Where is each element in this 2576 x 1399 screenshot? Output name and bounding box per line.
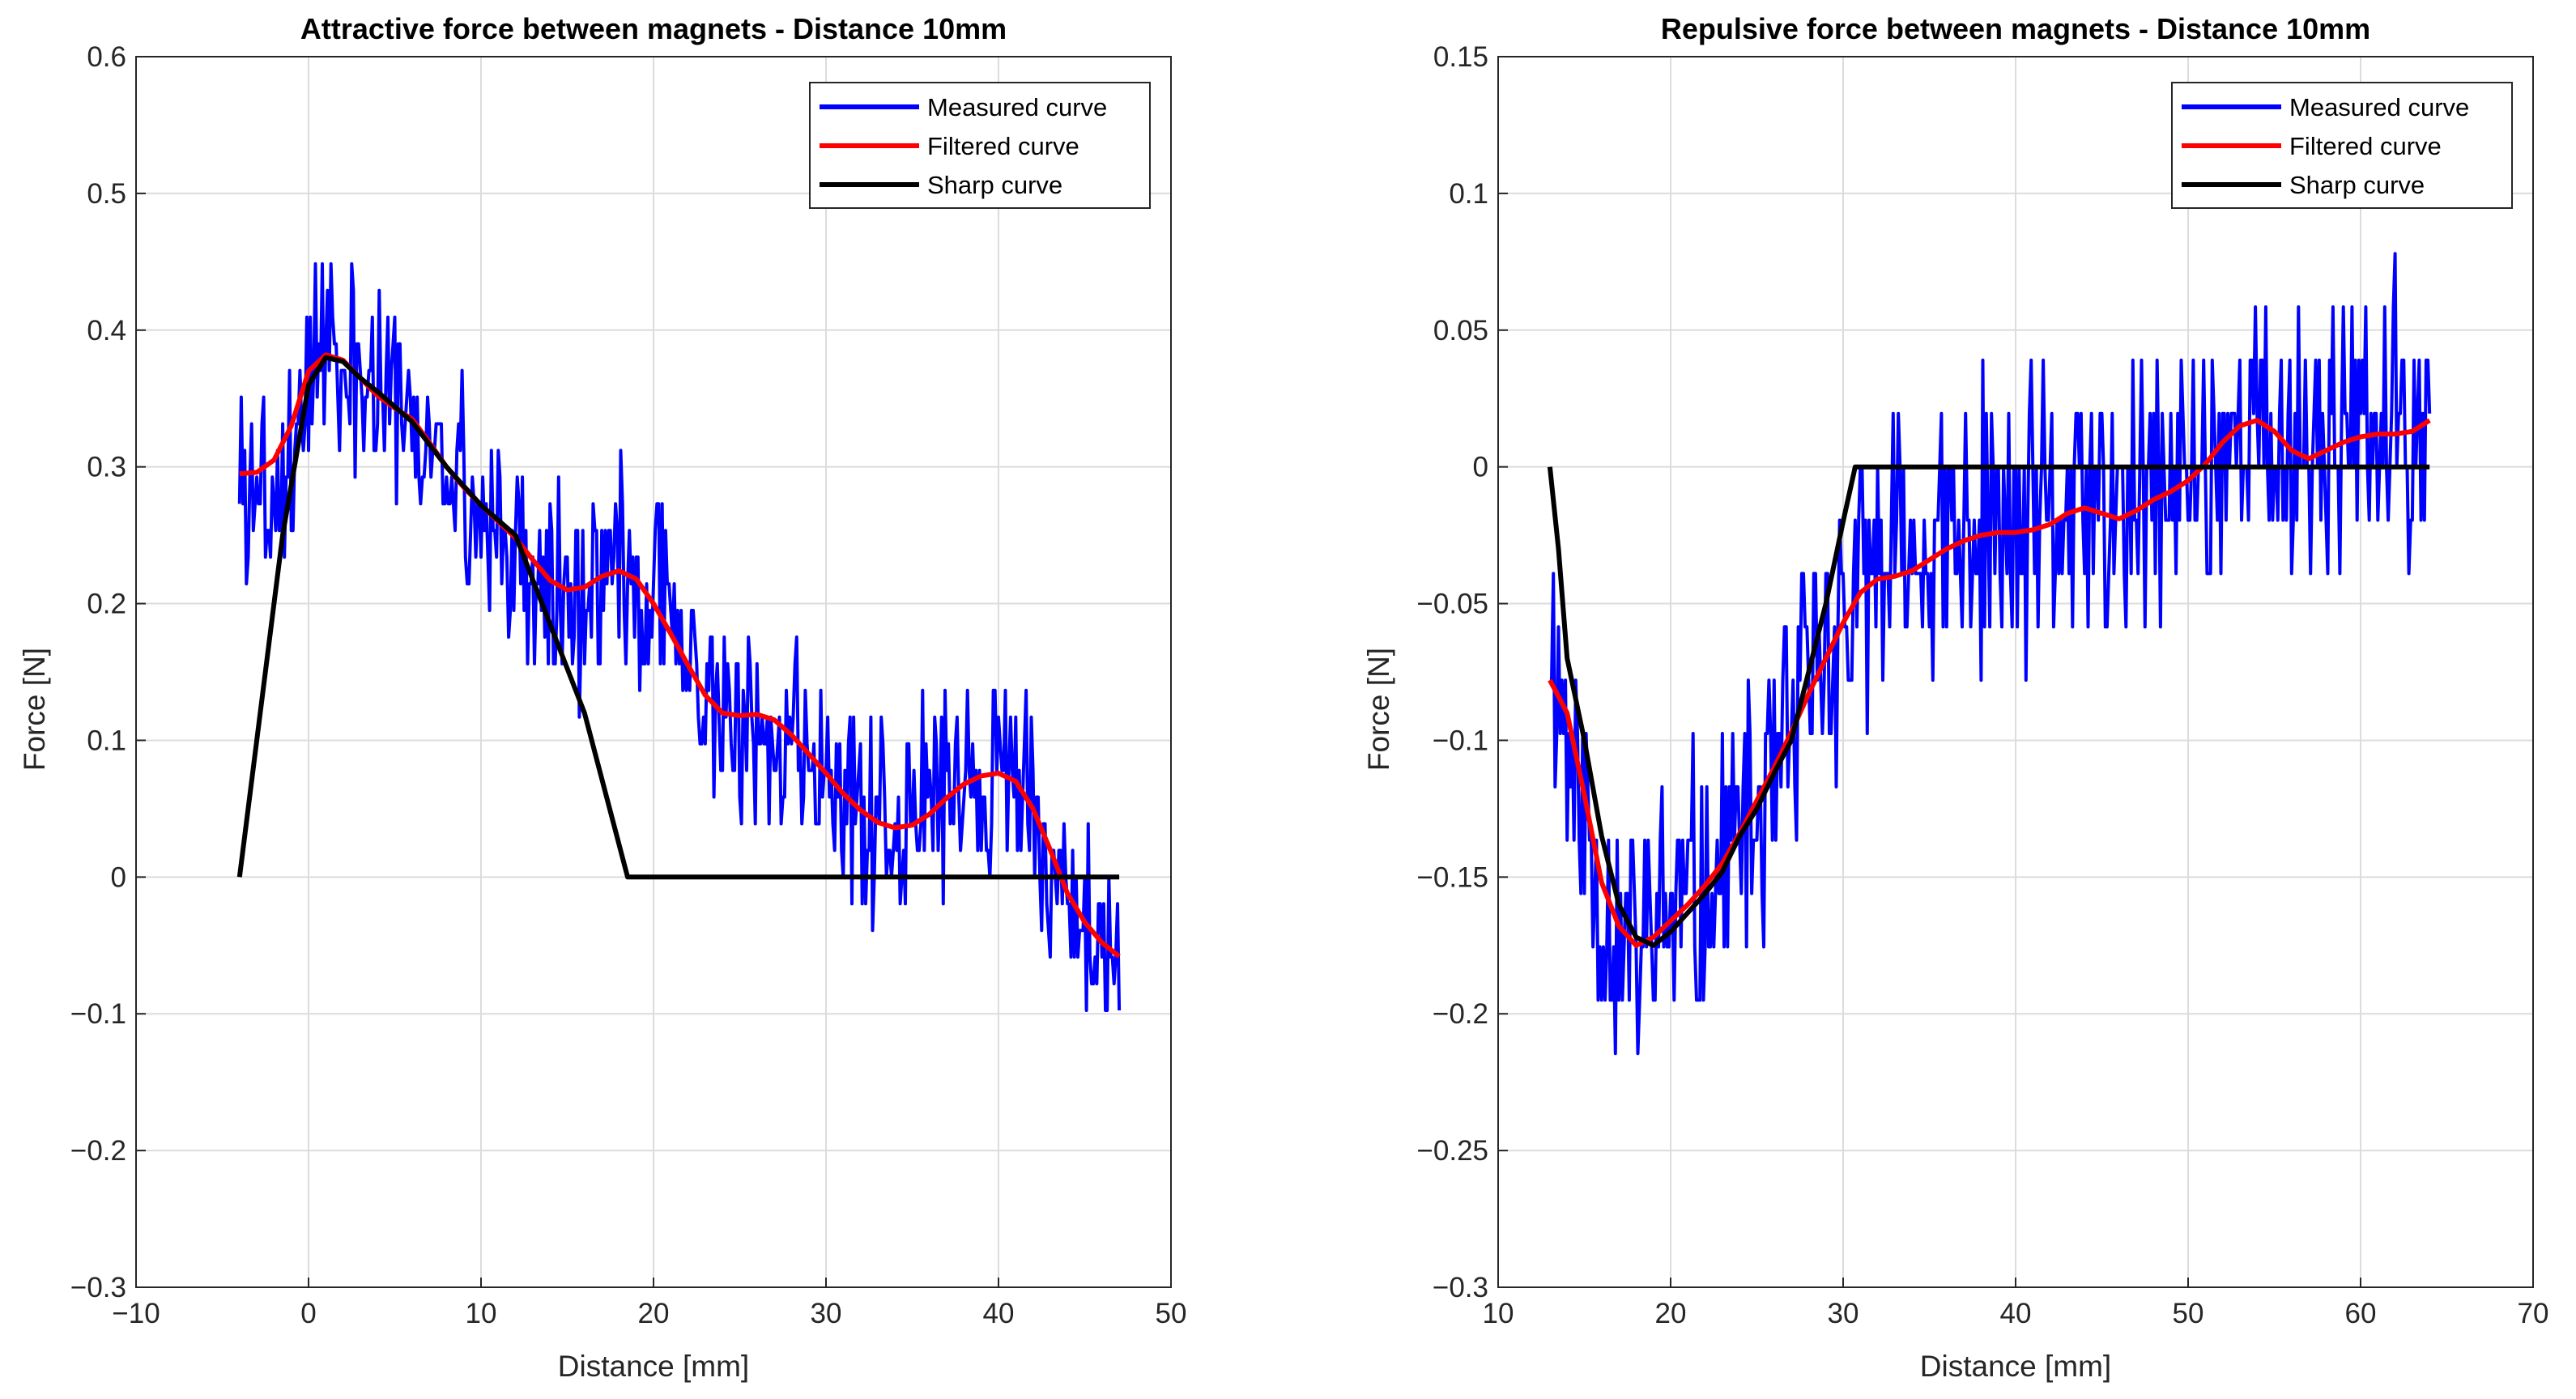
series-group (1547, 252, 2432, 1056)
y-tick-label: 0.3 (87, 452, 126, 483)
tick-labels: −10 0 10 20 30 40 50 −0.3 −0.2 −0.1 0 0.1 0.2 0.3 0.4 0… (70, 41, 1187, 1329)
y-tick-label: 0.6 (87, 41, 126, 73)
legend-label-filtered: Filtered curve (927, 132, 1079, 160)
chart-title: Repulsive force between magnets - Distan… (1661, 12, 2370, 45)
legend-label-measured: Measured curve (927, 93, 1107, 121)
chart-attractive-force: Attractive force between magnets - Dista… (18, 12, 1186, 1383)
y-tick-label: −0.05 (1416, 589, 1488, 620)
series-measured-line (1549, 252, 2432, 1056)
x-tick-label: 20 (638, 1298, 670, 1329)
y-tick-label: 0 (1473, 452, 1488, 483)
y-tick-label: −0.2 (70, 1135, 126, 1167)
y-tick-label: 0.1 (87, 725, 126, 756)
x-tick-label: 10 (466, 1298, 497, 1329)
legend-label-sharp: Sharp curve (927, 171, 1062, 199)
series-sharp-line (236, 355, 1120, 880)
x-tick-label: 60 (2345, 1298, 2377, 1329)
y-tick-label: −0.25 (1416, 1135, 1488, 1167)
x-tick-label: −10 (112, 1298, 160, 1329)
y-tick-label: 0.05 (1433, 315, 1488, 347)
y-tick-label: −0.3 (1433, 1272, 1488, 1303)
chart-title: Attractive force between magnets - Dista… (300, 12, 1007, 45)
x-tick-label: 30 (1828, 1298, 1859, 1329)
legend: Measured curve Filtered curve Sharp curv… (809, 82, 1151, 209)
x-tick-label: 30 (811, 1298, 842, 1329)
y-axis-label: Force [N] (1362, 648, 1395, 771)
y-axis-label: Force [N] (18, 648, 51, 771)
series-filtered-line (1548, 418, 2431, 948)
x-axis-label: Distance [mm] (1920, 1350, 2111, 1383)
y-tick-label: 0.5 (87, 178, 126, 210)
y-tick-label: 0.15 (1433, 41, 1488, 73)
series-measured-line (237, 262, 1122, 1012)
x-tick-label: 20 (1655, 1298, 1687, 1329)
y-tick-label: −0.3 (70, 1272, 126, 1303)
x-axis-label: Distance [mm] (558, 1350, 749, 1383)
x-tick-label: 10 (1483, 1298, 1514, 1329)
x-tick-label: 40 (983, 1298, 1015, 1329)
y-tick-label: 0.2 (87, 589, 126, 620)
tick-labels: 10 20 30 40 50 60 70 −0.3 −0.25 −0.2 −0.15 −0.1 −0.0… (1416, 41, 2548, 1329)
y-tick-label: −0.1 (1433, 725, 1488, 756)
series-sharp-line (1547, 464, 2430, 948)
x-tick-label: 0 (300, 1298, 316, 1329)
y-tick-label: −0.2 (1433, 998, 1488, 1030)
legend: Measured curve Filtered curve Sharp curv… (2171, 82, 2513, 209)
x-tick-label: 40 (2000, 1298, 2032, 1329)
legend-label-filtered: Filtered curve (2289, 132, 2442, 160)
x-tick-label: 70 (2518, 1298, 2549, 1329)
chart-repulsive-force: Repulsive force between magnets - Distan… (1362, 12, 2548, 1383)
x-tick-label: 50 (1156, 1298, 1187, 1329)
y-tick-label: 0.1 (1449, 178, 1488, 210)
legend-label-sharp: Sharp curve (2289, 171, 2425, 199)
x-tick-label: 50 (2173, 1298, 2204, 1329)
y-tick-label: −0.15 (1416, 861, 1488, 893)
y-tick-label: −0.1 (70, 998, 126, 1030)
y-tick-label: 0 (111, 861, 126, 893)
series-group (236, 262, 1122, 1012)
legend-label-measured: Measured curve (2289, 93, 2469, 121)
y-tick-label: 0.4 (87, 315, 126, 347)
